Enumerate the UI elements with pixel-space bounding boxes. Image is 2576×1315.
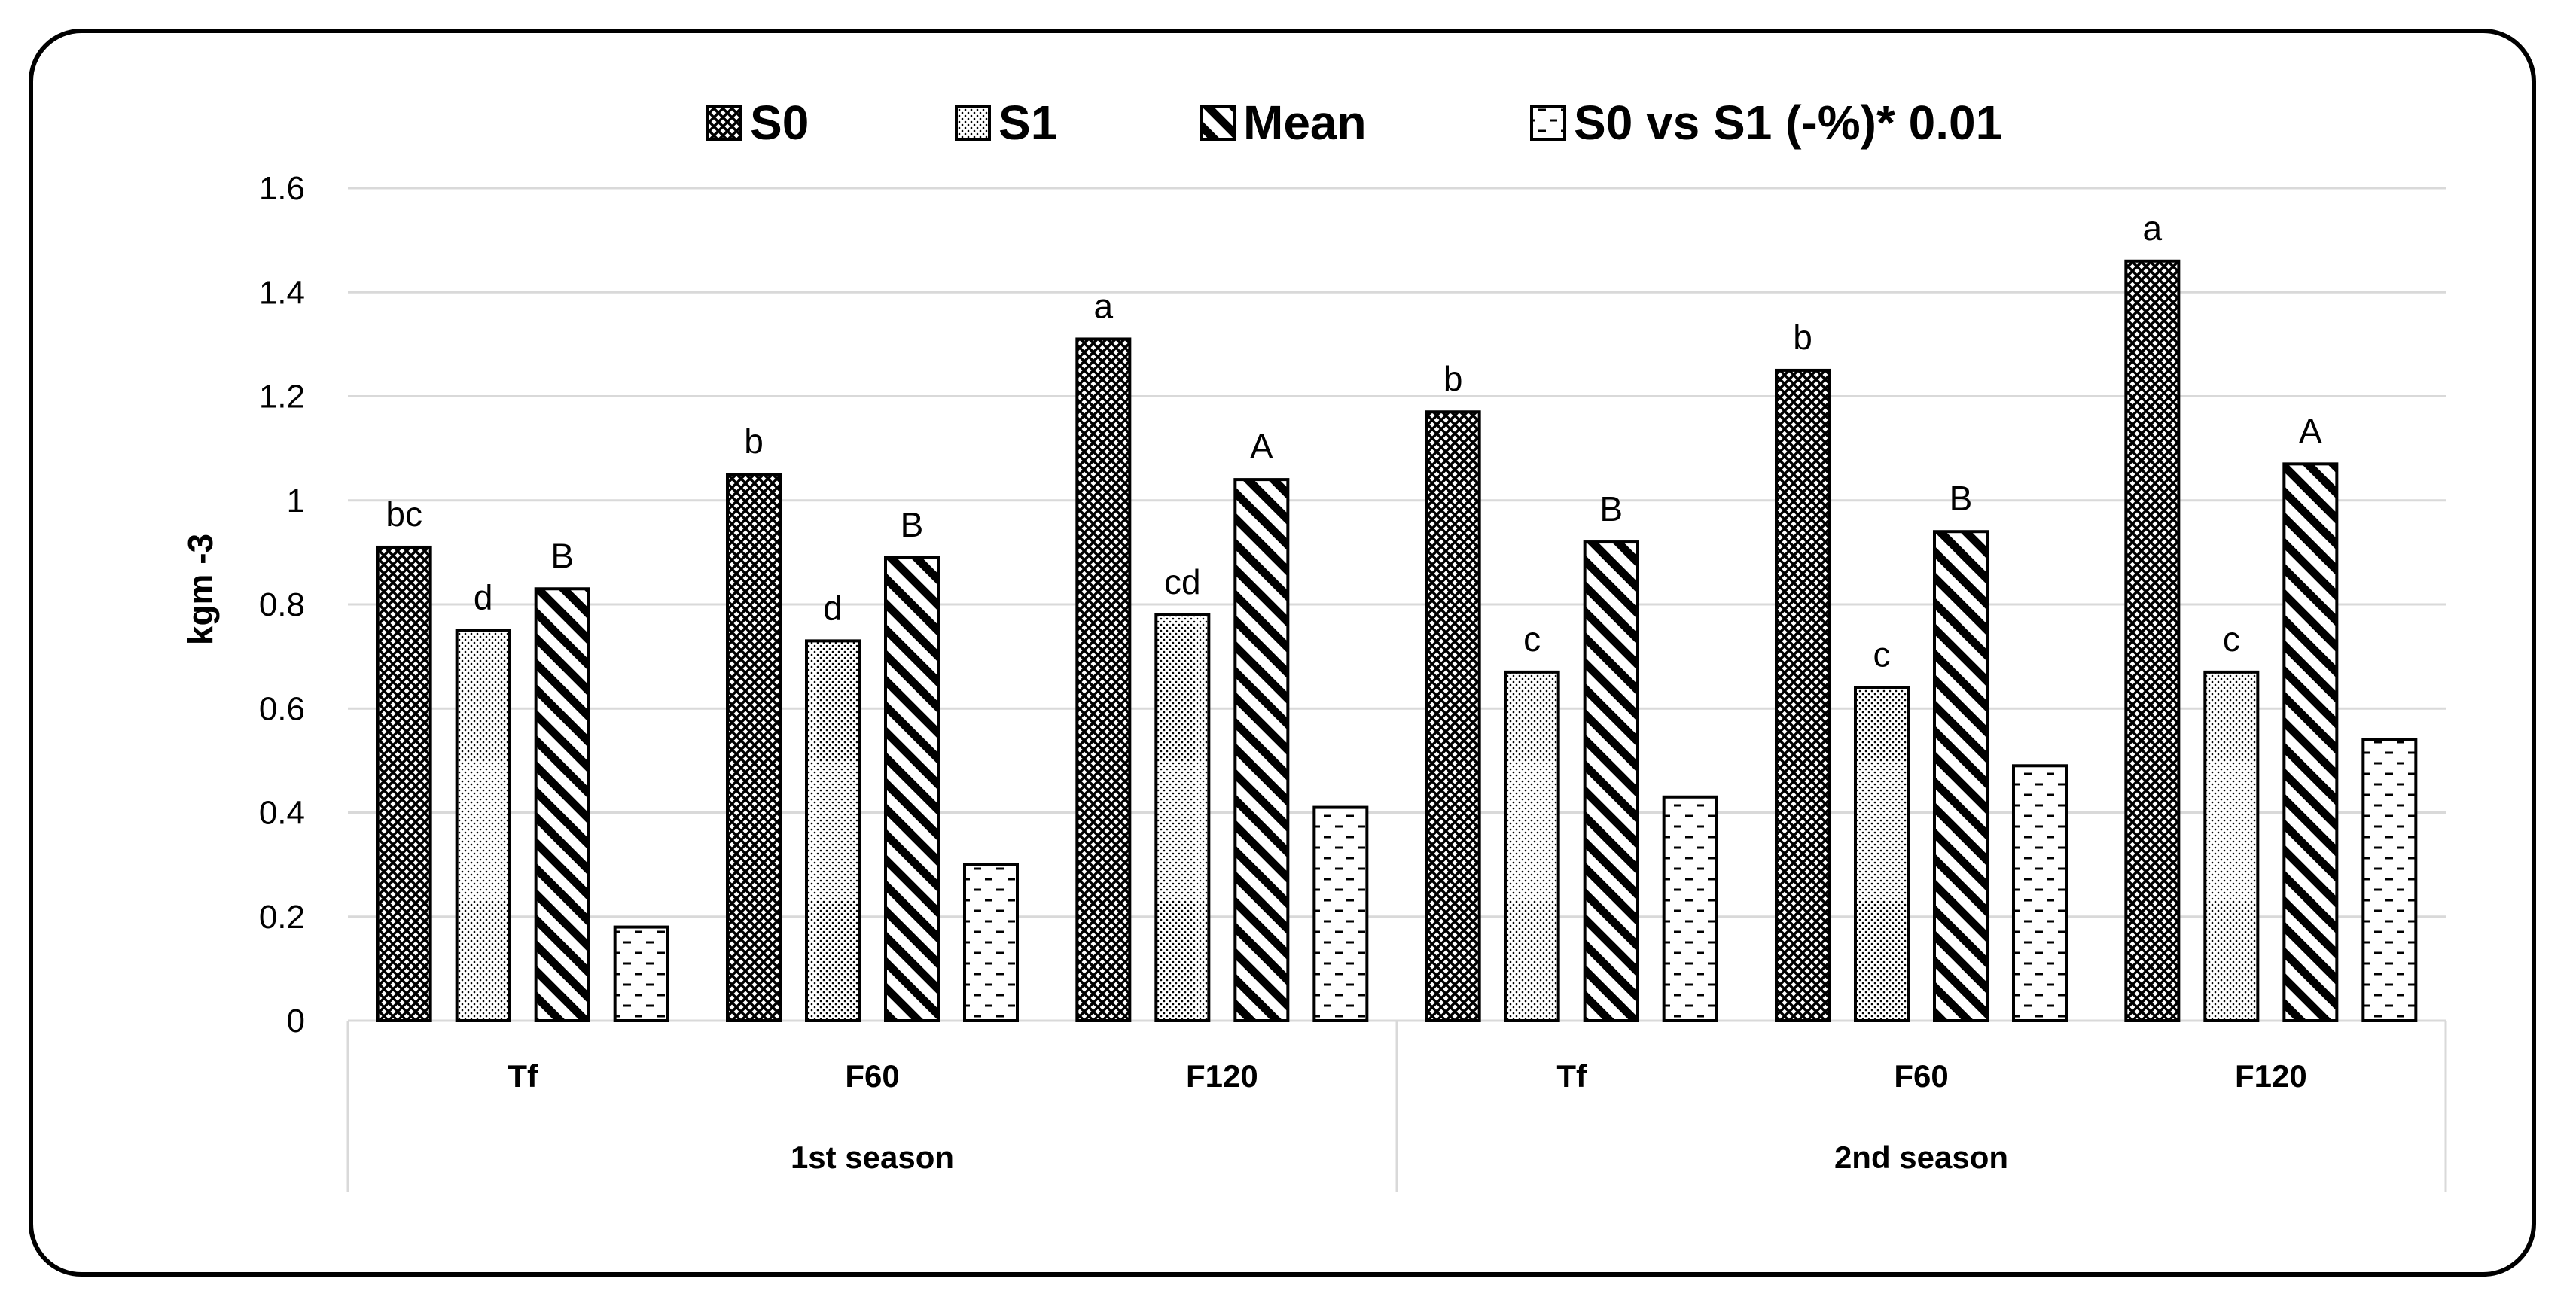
legend-swatch [1530, 105, 1566, 141]
y-axis-label: kgm -3 [181, 534, 220, 645]
bar-s0-5 [2124, 259, 2181, 1022]
data-label: c [2223, 619, 2240, 659]
bar-s1-3 [1504, 670, 1560, 1022]
data-label: B [1950, 479, 1973, 518]
data-label: B [901, 505, 924, 544]
bar-s0-0 [376, 545, 432, 1022]
legend-label: S0 [750, 96, 809, 150]
x-category-label: F60 [845, 1058, 899, 1094]
y-tick-label: 0.4 [259, 795, 305, 832]
bar-s1-2 [1154, 613, 1211, 1022]
bar-s0-vs-s1-0-01-5 [2361, 738, 2418, 1022]
y-tick-label: 0.2 [259, 899, 305, 936]
legend-label: S0 vs S1 (-%)* 0.01 [1574, 96, 2002, 150]
x-category-label: Tf [508, 1058, 538, 1094]
data-label: a [2143, 209, 2163, 248]
bar-s1-0 [455, 629, 511, 1022]
data-label: d [474, 578, 493, 617]
bar-s0-2 [1075, 337, 1132, 1022]
bar-s0-3 [1425, 410, 1481, 1022]
bar-s0-vs-s1-0-01-2 [1312, 805, 1369, 1023]
bar-mean-3 [1583, 540, 1639, 1022]
axes: 0 0.2 0.4 0.6 0.8 1 1.2 1.4 1.6 Tf F60 F120 Tf F60 F12… [259, 170, 2447, 1192]
data-label: A [1250, 427, 1273, 466]
x-category-label: F60 [1894, 1058, 1948, 1094]
bar-mean-4 [1933, 530, 1989, 1022]
bars [376, 259, 2418, 1023]
bar-s0-vs-s1-0-01-3 [1662, 795, 1718, 1022]
data-label: d [823, 588, 843, 627]
x-group-label: 2nd season [1834, 1140, 2008, 1175]
data-label: bc [386, 495, 422, 534]
y-tick-label: 0.6 [259, 690, 305, 727]
y-tick-label: 1.6 [259, 170, 305, 207]
y-tick-label: 1.4 [259, 274, 305, 311]
legend: S0 S1 Mean S0 vs S1 (-%)* 0.01 [706, 96, 2002, 150]
bar-mean-0 [534, 587, 590, 1022]
data-label: b [1793, 318, 1812, 357]
data-label: c [1873, 635, 1891, 674]
bar-s1-4 [1854, 686, 1910, 1022]
bar-s0-vs-s1-0-01-1 [963, 863, 1019, 1022]
bar-s0-vs-s1-0-01-4 [2012, 764, 2068, 1022]
bar-s0-vs-s1-0-01-0 [613, 925, 669, 1022]
bar-s0-4 [1775, 368, 1831, 1022]
x-category-label: F120 [2235, 1058, 2307, 1094]
y-tick-label: 1 [287, 482, 305, 519]
data-label: cd [1164, 562, 1201, 601]
data-labels: bc b a b b a d d cd c c c B B A B B A [386, 209, 2322, 674]
data-label: c [1523, 619, 1541, 659]
bar-mean-1 [884, 556, 940, 1022]
bar-s1-1 [805, 639, 861, 1022]
data-label: b [744, 422, 764, 461]
legend-label: Mean [1243, 96, 1367, 150]
bar-mean-5 [2282, 462, 2339, 1022]
data-label: b [1443, 359, 1463, 398]
legend-swatch [1200, 105, 1236, 141]
x-category-label: Tf [1556, 1058, 1587, 1094]
legend-swatch [955, 105, 991, 141]
legend-label: S1 [998, 96, 1057, 150]
bar-s0-1 [726, 473, 782, 1022]
y-tick-label: 0.8 [259, 586, 305, 623]
y-tick-label: 0 [287, 1003, 305, 1040]
x-category-label: F120 [1186, 1058, 1258, 1094]
data-label: B [550, 536, 574, 575]
x-group-label: 1st season [791, 1140, 954, 1175]
y-tick-label: 1.2 [259, 379, 305, 416]
bar-mean-2 [1233, 478, 1290, 1022]
legend-swatch [706, 105, 742, 141]
data-label: A [2299, 411, 2322, 450]
data-label: B [1599, 489, 1623, 528]
bar-s1-5 [2203, 670, 2260, 1022]
data-label: a [1094, 286, 1114, 325]
